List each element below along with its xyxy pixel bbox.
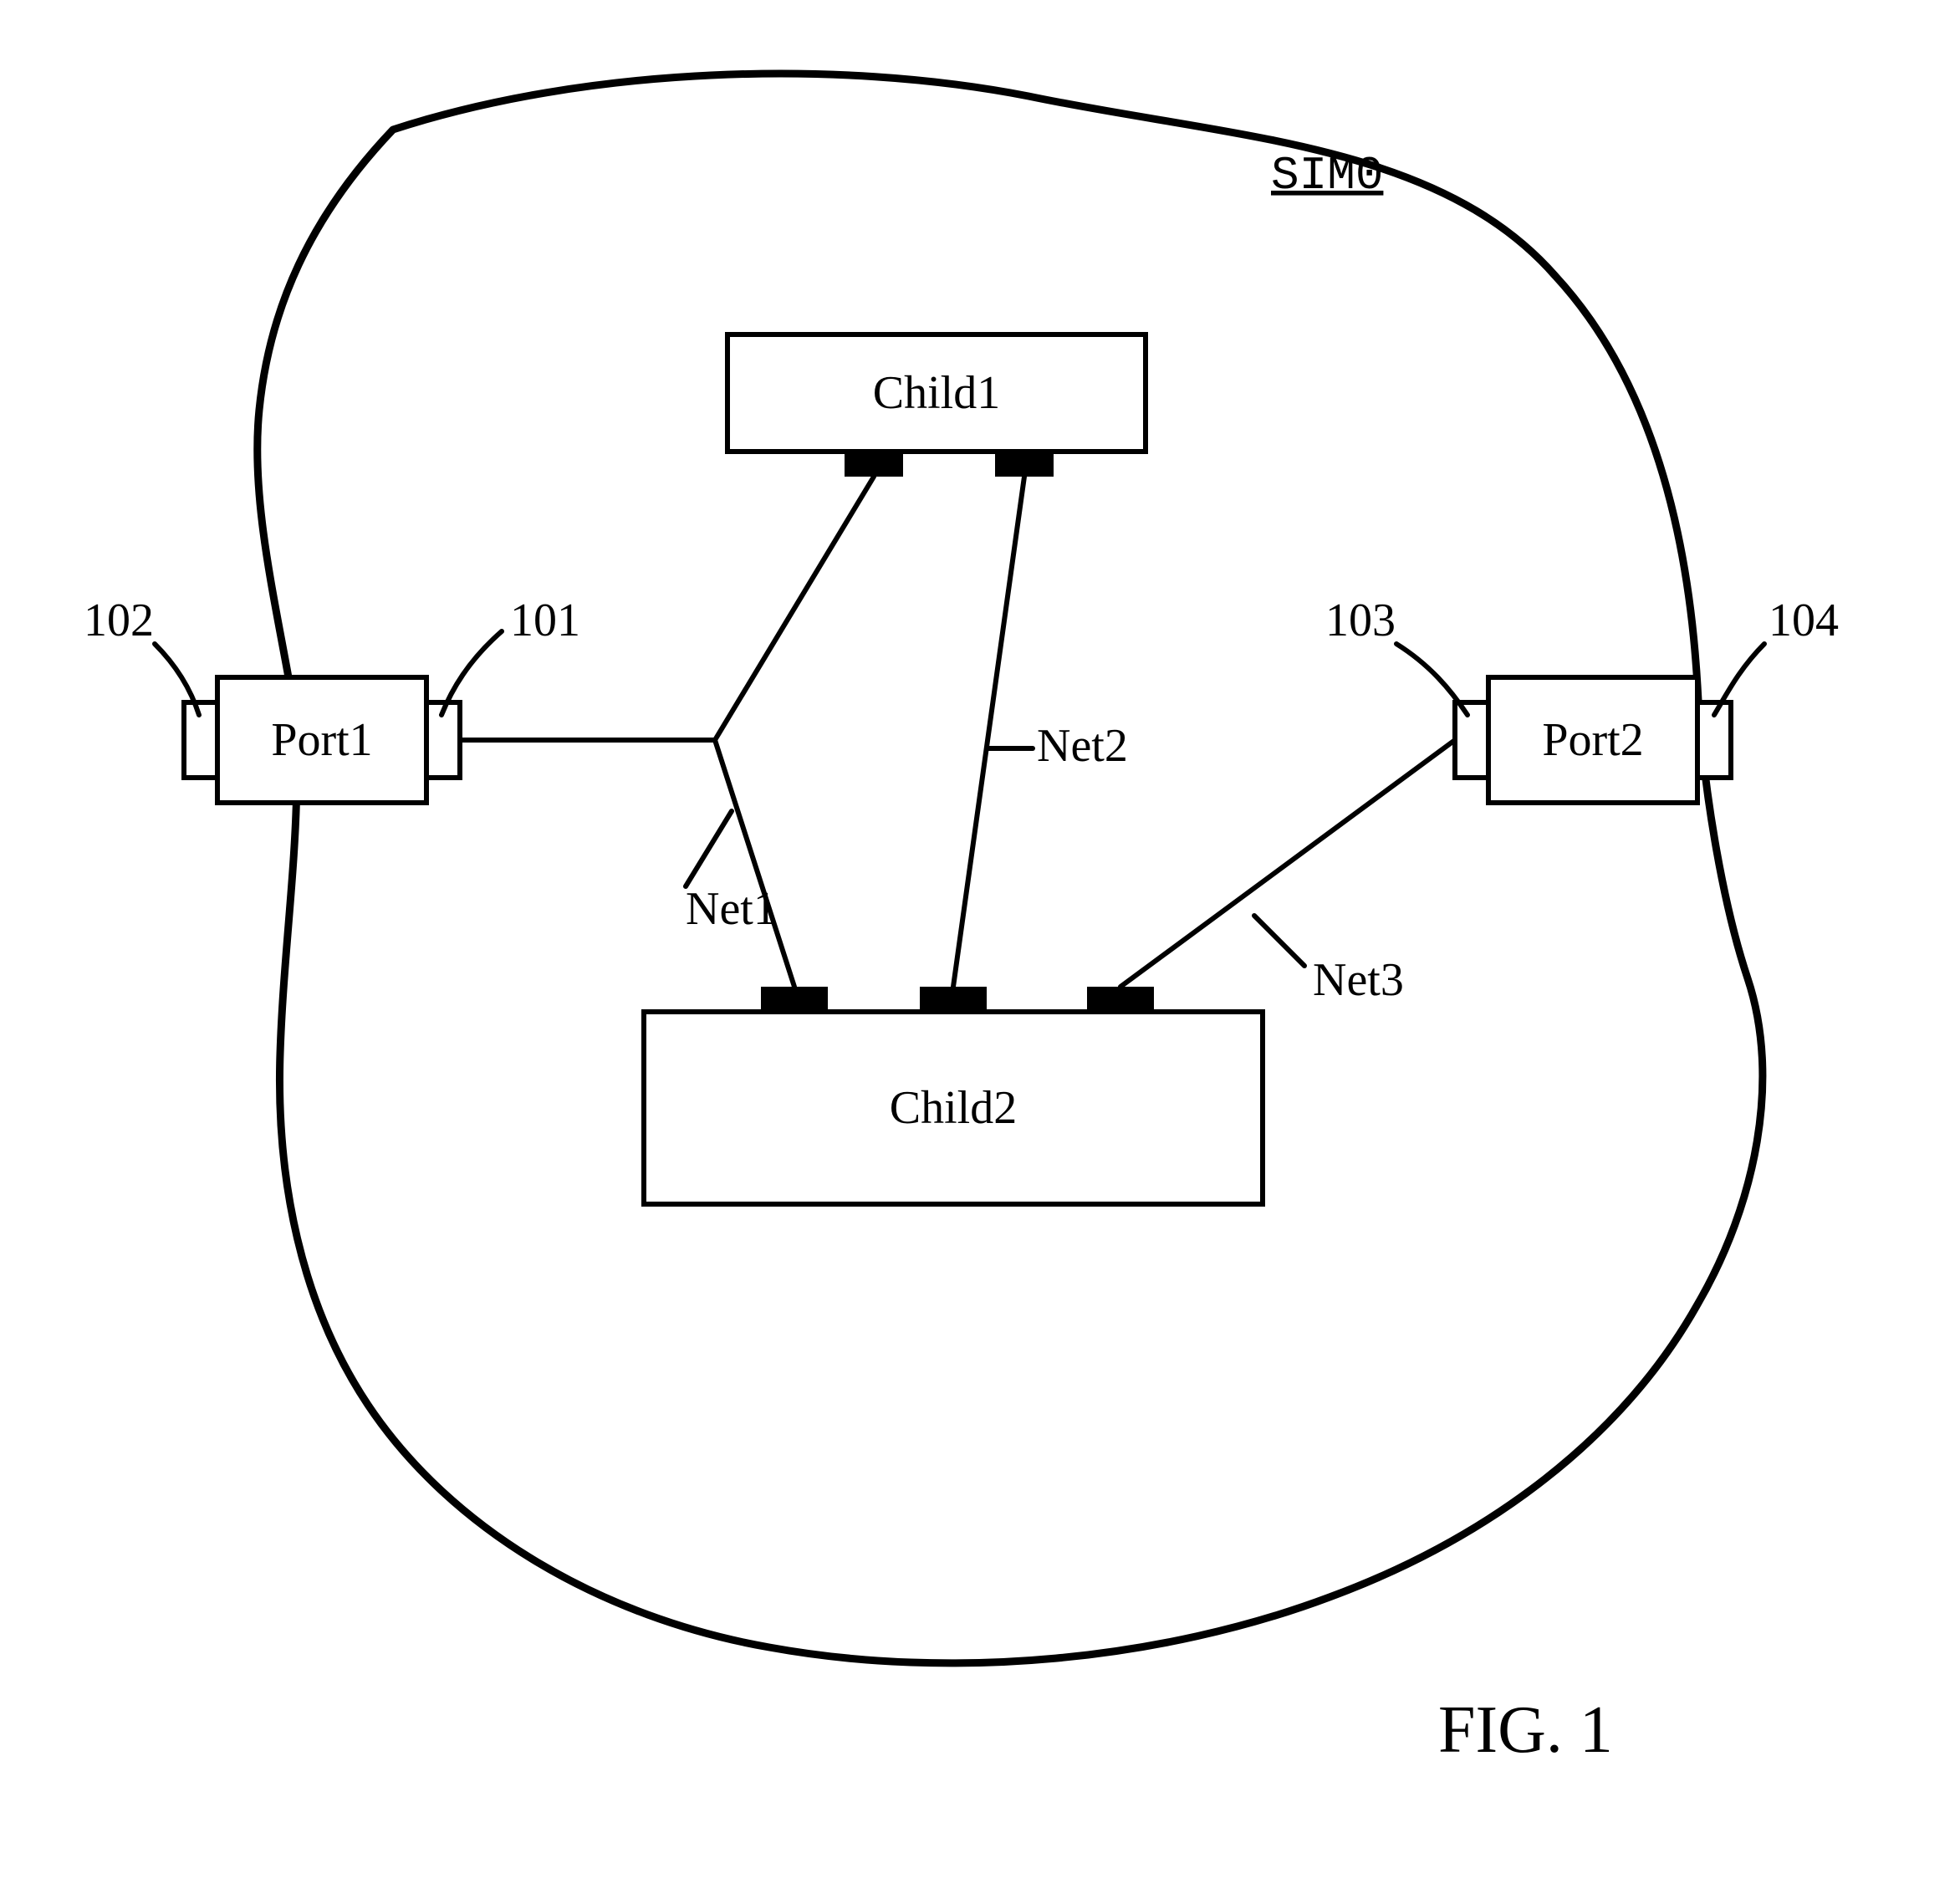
- net3-callout: [1254, 916, 1304, 966]
- port2-block-label: Port2: [1542, 714, 1643, 766]
- child2-block-label: Child2: [890, 1082, 1017, 1134]
- net1-label: Net1: [686, 883, 777, 935]
- net2-label: Net2: [1037, 720, 1128, 772]
- child1-block-pin-1: [995, 452, 1054, 477]
- figure-label: FIG. 1: [1438, 1693, 1613, 1767]
- c104-label: 104: [1769, 595, 1839, 646]
- child2-block-pin-2: [1087, 987, 1154, 1012]
- child1-block-pin-0: [845, 452, 903, 477]
- net1-seg-b: [715, 477, 874, 740]
- c102-label: 102: [84, 595, 154, 646]
- c101-label: 101: [510, 595, 580, 646]
- sim0-label: SIM0: [1271, 149, 1383, 202]
- net1-seg-c: [715, 740, 794, 987]
- sim0-outline: [258, 74, 1763, 1663]
- c104-leader: [1714, 644, 1764, 715]
- net3-label: Net3: [1313, 954, 1404, 1006]
- port2-block-stub-0: [1455, 702, 1488, 778]
- port1-block-label: Port1: [271, 714, 372, 766]
- child2-block-pin-0: [761, 987, 828, 1012]
- child1-block-label: Child1: [873, 367, 1000, 419]
- net1-callout: [686, 811, 732, 886]
- net2-seg: [953, 477, 1024, 987]
- child2-block-pin-1: [920, 987, 987, 1012]
- c103-label: 103: [1325, 595, 1396, 646]
